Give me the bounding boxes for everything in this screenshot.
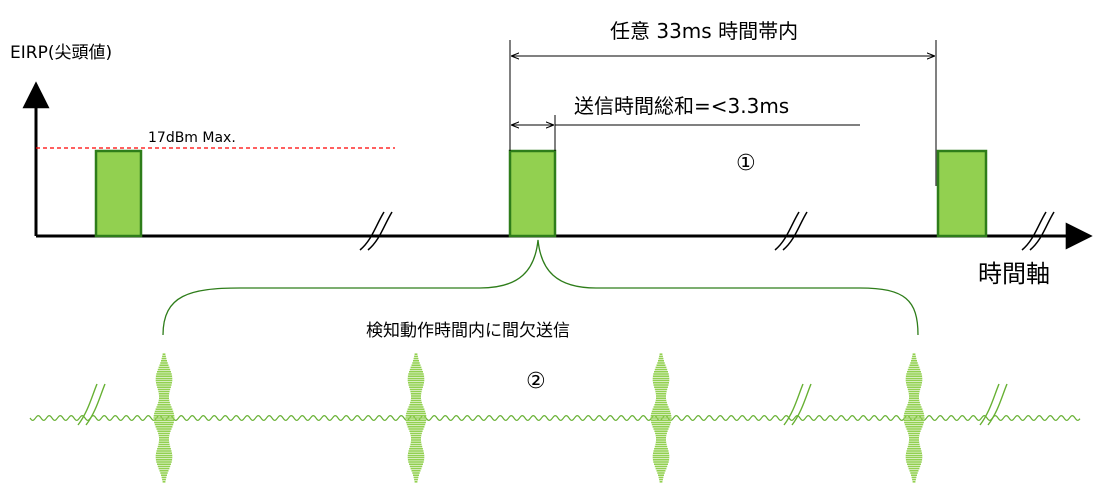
burst-group xyxy=(153,353,925,483)
pulse-2 xyxy=(508,149,557,238)
x-axis-label: 時間軸 xyxy=(978,260,1050,288)
window-label: 任意 33ms 時間帯内 xyxy=(610,19,798,43)
burst-4 xyxy=(903,353,925,483)
detect-label: 検知動作時間内に間欠送信 xyxy=(366,321,570,341)
burst-3 xyxy=(650,353,672,483)
pulse-3 xyxy=(936,149,988,238)
marker-2: ② xyxy=(526,369,546,394)
marker-1: ① xyxy=(736,151,756,176)
y-axis-label: EIRP(尖頭値) xyxy=(10,43,112,63)
max-power-label: 17dBm Max. xyxy=(148,130,236,146)
burst-1 xyxy=(153,353,175,483)
axis-break-1 xyxy=(359,211,393,251)
wave-break-1 xyxy=(77,383,106,426)
axis-break-3 xyxy=(1021,211,1055,251)
axis-break-2 xyxy=(774,211,808,251)
pulse-1 xyxy=(94,149,143,238)
wave-break-3 xyxy=(979,383,1008,426)
expansion-brace xyxy=(162,239,919,336)
burst-2 xyxy=(405,353,427,483)
wave-break-2 xyxy=(783,383,812,426)
tx-sum-label: 送信時間総和=<3.3ms xyxy=(574,94,789,118)
